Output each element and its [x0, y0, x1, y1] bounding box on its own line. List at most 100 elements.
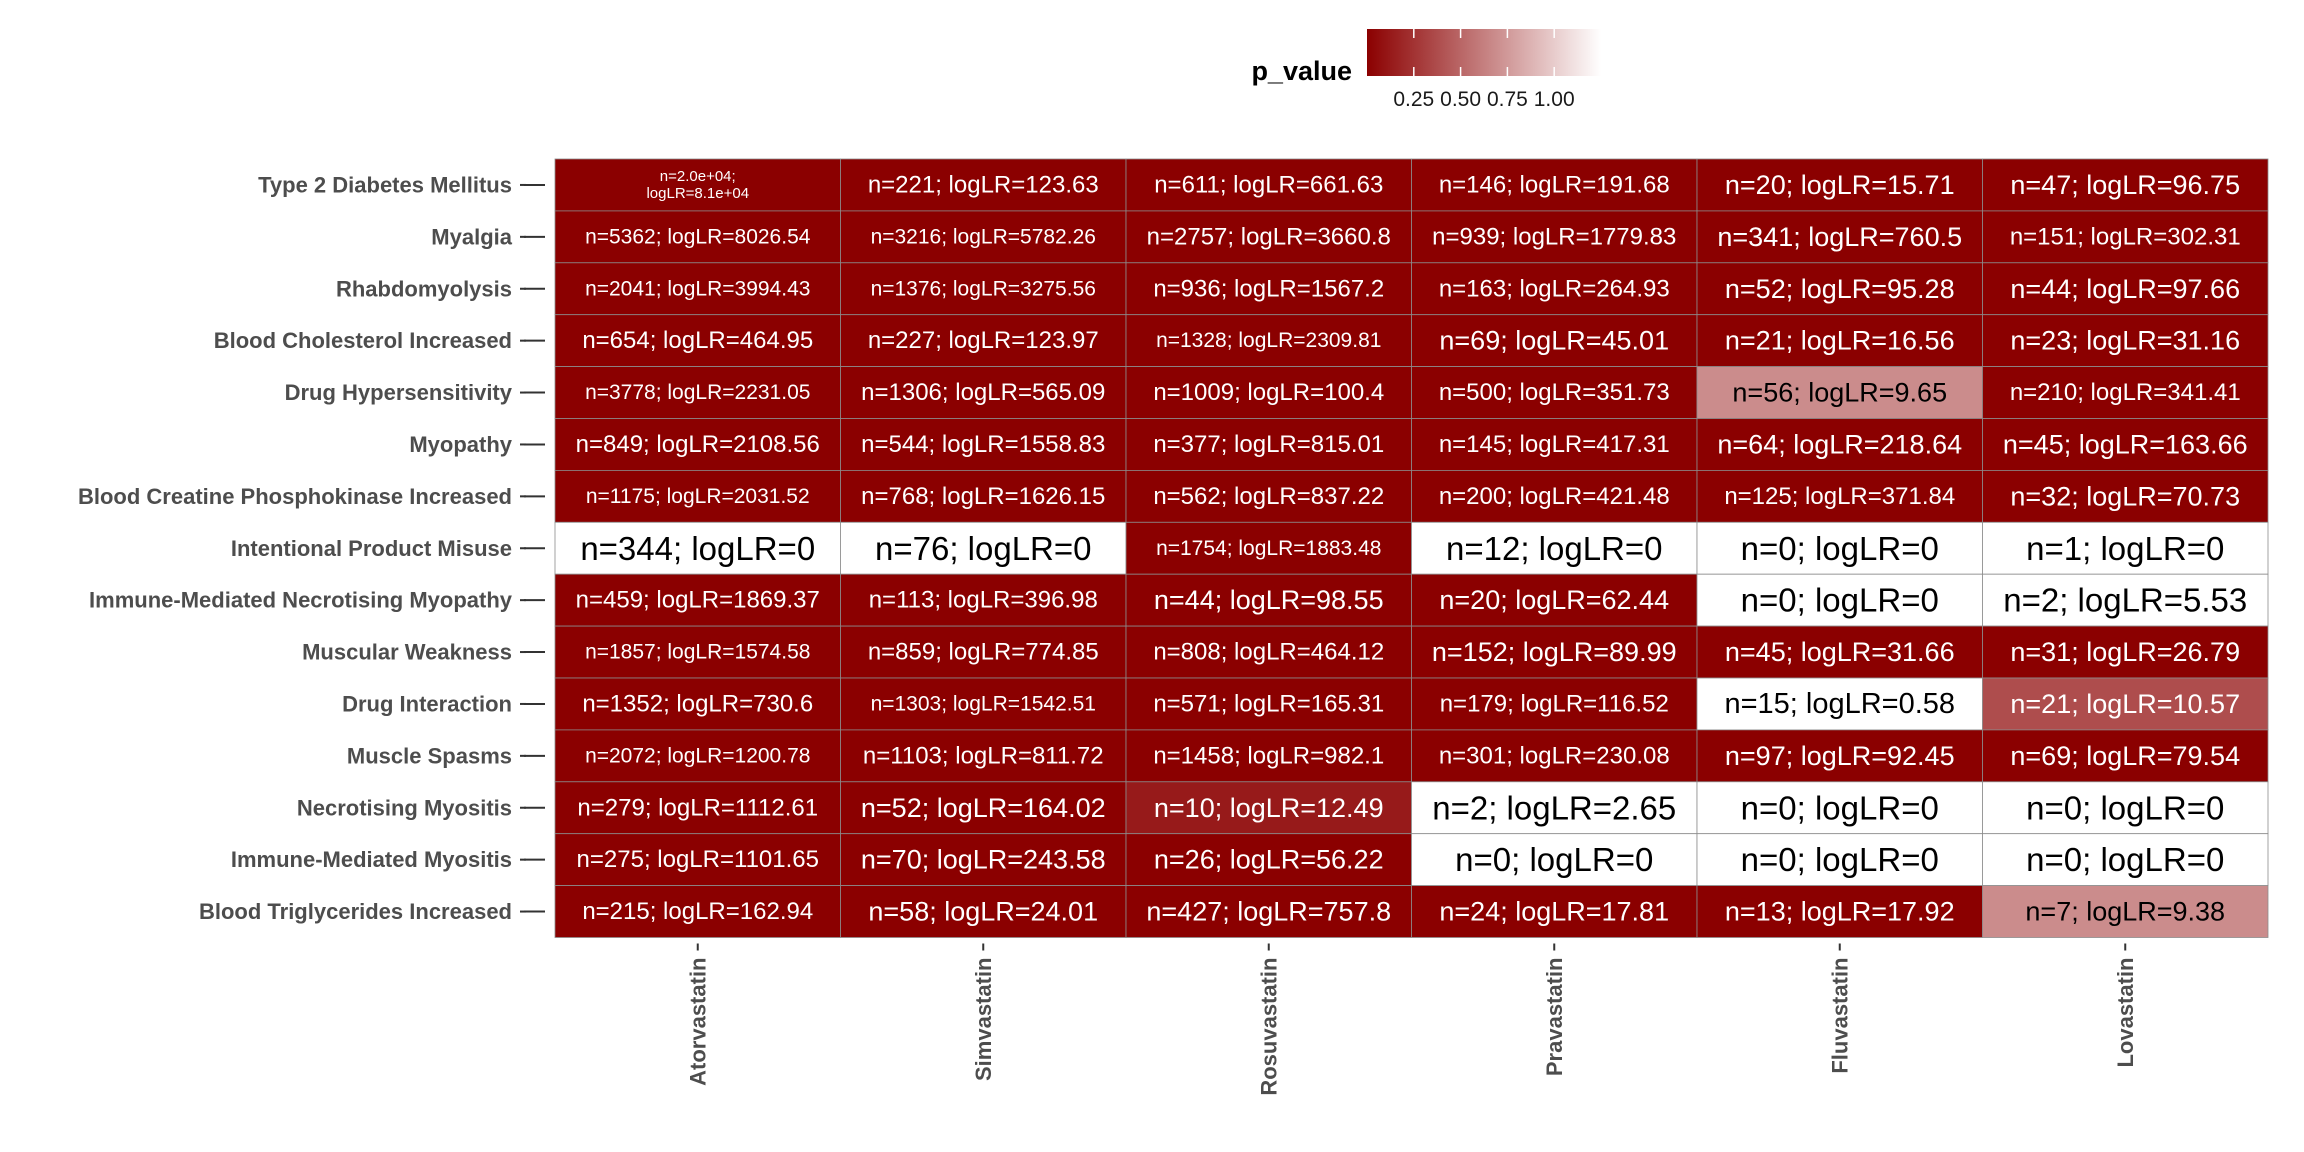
heatmap-cell [554, 366, 841, 419]
cell-label: n=1376; logLR=3275.56 [871, 277, 1096, 300]
cell-label: n=21; logLR=10.57 [2010, 689, 2240, 719]
cell-label: n=163; logLR=264.93 [1439, 275, 1670, 302]
cell-label: n=200; logLR=421.48 [1439, 483, 1670, 510]
row-label: Immune-Mediated Myositis [231, 847, 512, 872]
cell-label: n=45; logLR=163.66 [2003, 429, 2248, 459]
cell-label: n=341; logLR=760.5 [1717, 222, 1962, 252]
cell-label: n=459; logLR=1869.37 [576, 587, 820, 614]
row-label: Myopathy [409, 432, 512, 457]
heatmap-cell [1982, 418, 2269, 471]
cell-label: n=221; logLR=123.63 [868, 171, 1099, 198]
heatmap-cell [840, 885, 1127, 938]
heatmap-cell [1125, 625, 1412, 679]
row-labels: Type 2 Diabetes Mellitus Myalgia Rhabdomyo… [78, 172, 545, 924]
cell-label: n=344; logLR=0 [580, 530, 815, 567]
cell-label: n=0; logLR=0 [2026, 841, 2224, 878]
cell-label: n=146; logLR=191.68 [1439, 171, 1670, 198]
cell-label: n=45; logLR=31.66 [1725, 637, 1955, 667]
cell-label: n=0; logLR=0 [1741, 841, 1939, 878]
row-label: Muscle Spasms [347, 743, 512, 768]
cell-label: logLR=8.1e+04 [646, 185, 749, 202]
heatmap-cell [1982, 729, 2269, 783]
heatmap-cell [1982, 625, 2269, 679]
heatmap-cell [554, 158, 841, 212]
heatmap-cell [1411, 729, 1698, 783]
cell-label: n=936; logLR=1567.2 [1153, 275, 1384, 302]
cell-label: n=808; logLR=464.12 [1153, 639, 1384, 666]
heatmap-cell [1411, 677, 1698, 731]
heatmap-cell [1411, 781, 1698, 835]
cell-label: n=44; logLR=97.66 [2010, 274, 2240, 304]
heatmap-cell [1696, 885, 1983, 938]
heatmap-cell [1125, 210, 1412, 264]
cell-label: n=21; logLR=16.56 [1725, 326, 1955, 356]
cell-label: n=52; logLR=164.02 [861, 793, 1106, 823]
cell-label: n=427; logLR=757.8 [1146, 897, 1391, 927]
cell-label: n=20; logLR=15.71 [1725, 170, 1955, 200]
cell-label: n=145; logLR=417.31 [1439, 431, 1670, 458]
heatmap-cell [554, 573, 841, 627]
heatmap-cell [1411, 314, 1698, 368]
row-label: Type 2 Diabetes Mellitus [258, 172, 512, 197]
heatmap-cell [1696, 158, 1983, 212]
cell-label: n=10; logLR=12.49 [1154, 793, 1384, 823]
heatmap-cell [840, 677, 1127, 731]
cell-label: n=76; logLR=0 [875, 530, 1092, 567]
heatmap-cell [1696, 781, 1983, 835]
heatmap-cell [840, 573, 1127, 627]
cell-label: n=13; logLR=17.92 [1725, 897, 1955, 927]
cell-label: n=151; logLR=302.31 [2010, 223, 2241, 250]
cell-label: n=69; logLR=45.01 [1439, 326, 1669, 356]
row-label: Blood Triglycerides Increased [199, 899, 512, 924]
heatmap-cell [554, 677, 841, 731]
cell-label: n=1857; logLR=1574.58 [585, 641, 810, 664]
cell-label: n=1103; logLR=811.72 [863, 742, 1104, 769]
cell-label: n=2.0e+04; [660, 168, 736, 185]
cell-label: n=1328; logLR=2309.81 [1156, 329, 1381, 352]
heatmap-cell [840, 469, 1127, 523]
cell-label: n=0; logLR=0 [1455, 841, 1653, 878]
heatmap-cell [1411, 210, 1698, 264]
cell-label: n=1754; logLR=1883.48 [1156, 537, 1381, 560]
heatmap-cell [1411, 625, 1698, 679]
heatmap-cell [1696, 573, 1983, 627]
heatmap-cell [554, 418, 841, 471]
row-label: Immune-Mediated Necrotising Myopathy [89, 588, 513, 613]
legend-tick-label: 1.00 [1534, 88, 1575, 111]
cell-label: n=939; logLR=1779.83 [1432, 223, 1676, 250]
row-label: Drug Hypersensitivity [285, 380, 513, 405]
heatmap-cell [1411, 366, 1698, 419]
column-labels: Atorvastatin Simvastatin Rosuvastatin Prava… [685, 943, 2138, 1096]
cell-label: n=152; logLR=89.99 [1432, 637, 1677, 667]
cell-label: n=12; logLR=0 [1446, 530, 1663, 567]
heatmap-cell [1982, 885, 2269, 938]
heatmap-cell [840, 158, 1127, 212]
cell-label: n=7; logLR=9.38 [2025, 897, 2225, 927]
heatmap-cell [1125, 469, 1412, 523]
cell-label: n=70; logLR=243.58 [861, 845, 1106, 875]
heatmap-cell [554, 781, 841, 835]
cell-label: n=0; logLR=0 [1741, 789, 1939, 826]
cell-label: n=97; logLR=92.45 [1725, 741, 1955, 771]
cell-label: n=24; logLR=17.81 [1439, 897, 1669, 927]
cell-label: n=5362; logLR=8026.54 [585, 225, 811, 248]
legend-ticks: 0.25 0.50 0.75 1.00 [1393, 29, 1575, 111]
heatmap-cell [1125, 521, 1412, 575]
cell-label: n=2041; logLR=3994.43 [585, 277, 810, 300]
cell-label: n=301; logLR=230.08 [1439, 742, 1670, 769]
cell-label: n=215; logLR=162.94 [582, 898, 813, 925]
heatmap-cell [1125, 781, 1412, 835]
cell-label: n=1306; logLR=565.09 [861, 379, 1105, 406]
heatmap-cell [1696, 469, 1983, 523]
cell-label: n=2; logLR=5.53 [2003, 582, 2247, 619]
heatmap-cell [1982, 210, 2269, 264]
heatmap-cell [840, 418, 1127, 471]
legend-tick-label: 0.50 [1440, 88, 1481, 111]
cell-label: n=2757; logLR=3660.8 [1147, 223, 1391, 250]
cell-label: n=849; logLR=2108.56 [576, 431, 820, 458]
cell-label: n=32; logLR=70.73 [2010, 481, 2240, 511]
cell-label: n=1009; logLR=100.4 [1153, 379, 1384, 406]
column-label: Fluvastatin [1827, 958, 1852, 1074]
cell-label: n=0; logLR=0 [1741, 582, 1939, 619]
